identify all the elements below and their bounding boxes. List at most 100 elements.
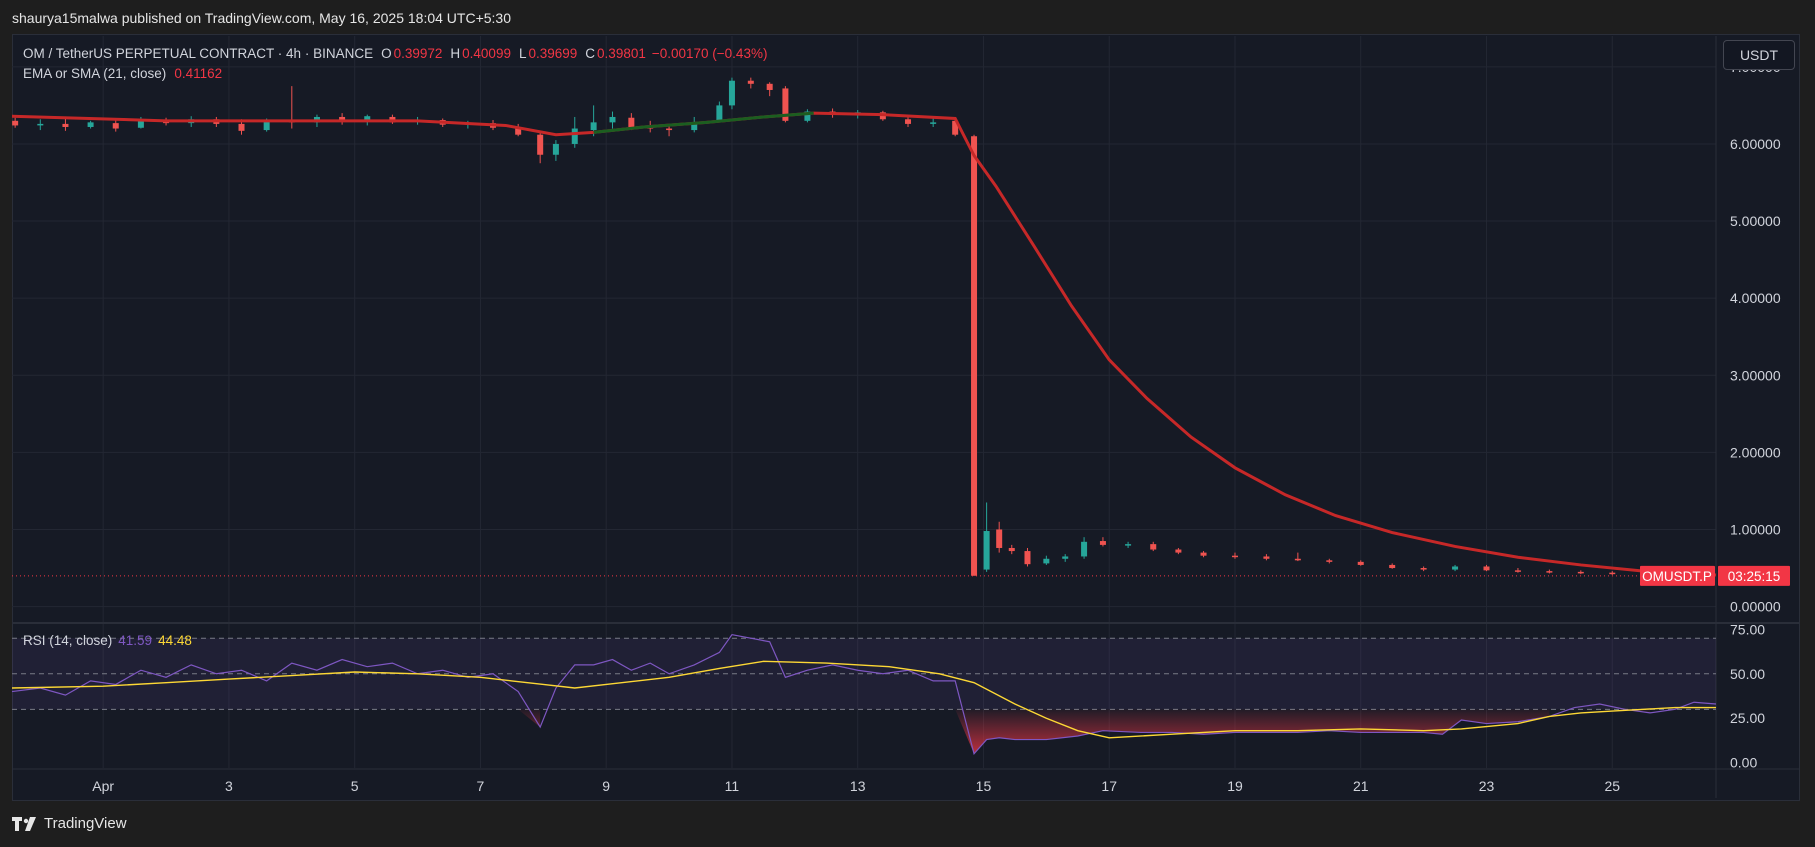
candle-body xyxy=(12,120,19,126)
candle-up xyxy=(804,109,811,123)
price-tick-label: 1.00000 xyxy=(1730,521,1781,537)
candle-up xyxy=(1062,554,1069,562)
candle-body xyxy=(1546,571,1553,573)
open-label: O xyxy=(381,46,392,61)
candle-body xyxy=(747,80,754,84)
countdown-badge xyxy=(1718,565,1790,586)
time-tick-label: 25 xyxy=(1604,778,1620,794)
candle-up xyxy=(1452,564,1459,572)
candle-body xyxy=(609,116,616,123)
candle-body xyxy=(1008,547,1015,552)
candle-down xyxy=(905,116,912,127)
price-tick-label: 5.00000 xyxy=(1730,213,1781,229)
candle-down xyxy=(1231,552,1238,559)
candle-body xyxy=(728,80,735,106)
price-tick-label: 6.00000 xyxy=(1730,136,1781,152)
rsi-tick-label: 75.00 xyxy=(1730,621,1765,637)
candle-down xyxy=(1150,541,1157,552)
rsi-tick-label: 25.00 xyxy=(1730,710,1765,726)
candle-body xyxy=(552,143,559,155)
close-label: C xyxy=(585,46,596,61)
time-tick-label: 13 xyxy=(850,778,866,794)
time-tick-label: 3 xyxy=(225,778,233,794)
candle-body xyxy=(112,123,119,129)
candle-up xyxy=(983,502,990,572)
candle-body xyxy=(1609,572,1616,575)
time-tick-label: 15 xyxy=(976,778,992,794)
price-tick-label: 4.00000 xyxy=(1730,290,1781,306)
candle-down xyxy=(1483,564,1490,572)
candle-body xyxy=(952,120,959,135)
candle-up xyxy=(716,101,723,123)
candle-body xyxy=(905,119,912,124)
time-tick-label: 11 xyxy=(725,778,740,794)
candle-body xyxy=(1231,555,1238,558)
candle-down xyxy=(1294,552,1301,562)
footer-brand[interactable]: TradingView xyxy=(12,815,127,832)
time-tick-label: 21 xyxy=(1353,778,1369,794)
candle-body xyxy=(1357,561,1364,565)
candle-body xyxy=(1125,544,1132,546)
candle-body xyxy=(590,122,597,131)
ticker-badge xyxy=(1640,565,1715,586)
candle-body xyxy=(137,120,144,128)
candle-body xyxy=(983,531,990,570)
time-tick-label: 9 xyxy=(602,778,610,794)
candle-body xyxy=(1200,552,1207,556)
candle-body xyxy=(1514,570,1521,572)
change-value: −0.00170 (−0.43%) xyxy=(651,46,768,61)
candle-body xyxy=(537,134,544,155)
ema-legend[interactable]: EMA or SMA (21, close) 0.41162 xyxy=(23,66,222,81)
candle-body xyxy=(62,123,69,127)
candle-down xyxy=(1514,568,1521,573)
candle-body xyxy=(87,122,94,127)
candle-body xyxy=(238,123,245,131)
candle-down xyxy=(952,119,959,137)
time-tick-label: 7 xyxy=(477,778,485,794)
candle-body xyxy=(1043,558,1050,564)
rsi-ma-value: 44.48 xyxy=(158,633,192,648)
candle-up xyxy=(1043,555,1050,565)
time-tick-label: Apr xyxy=(92,778,114,794)
candle-up xyxy=(728,77,735,110)
ticker-badge-text: OMUSDT.P xyxy=(1642,569,1712,584)
time-tick-label: 23 xyxy=(1479,778,1495,794)
ema-line-rising xyxy=(593,111,814,134)
rsi-legend[interactable]: RSI (14, close) 41.59 44.48 xyxy=(23,633,192,648)
symbol-legend[interactable]: OM / TetherUS PERPETUAL CONTRACT · 4h · … xyxy=(23,46,767,61)
candle-body xyxy=(666,128,673,131)
candle-body xyxy=(716,105,723,121)
candle-up xyxy=(87,120,94,129)
candle-up xyxy=(930,118,937,127)
candle-down xyxy=(996,521,1003,553)
symbol-name: OM / TetherUS PERPETUAL CONTRACT · 4h · … xyxy=(23,46,374,61)
candle-body xyxy=(1577,571,1584,574)
candle-body xyxy=(364,116,371,121)
candle-body xyxy=(515,128,522,135)
candle-body xyxy=(1099,541,1106,545)
rsi-tick-label: 0.00 xyxy=(1730,755,1757,771)
chart-panel[interactable] xyxy=(12,34,1800,801)
candle-body xyxy=(691,122,698,131)
candle-body xyxy=(1175,549,1182,553)
time-tick-label: 17 xyxy=(1101,778,1117,794)
candle-down xyxy=(515,123,522,137)
candle-body xyxy=(766,83,773,90)
ema-label: EMA or SMA (21, close) xyxy=(23,66,167,81)
candle-body xyxy=(930,122,937,124)
candle-body xyxy=(971,136,978,576)
currency-button[interactable]: USDT xyxy=(1723,40,1795,70)
close-value: 0.39801 xyxy=(597,46,646,61)
candle-body xyxy=(339,116,346,121)
rsi-ma-line xyxy=(11,660,1716,739)
candle-down xyxy=(1577,570,1584,575)
candle-body xyxy=(628,117,635,127)
candle-up xyxy=(37,119,44,131)
candle-body xyxy=(571,128,578,144)
time-tick-label: 19 xyxy=(1227,778,1243,794)
rsi-tick-label: 50.00 xyxy=(1730,666,1765,682)
candle-body xyxy=(1420,568,1427,570)
candle-body xyxy=(1389,564,1396,569)
